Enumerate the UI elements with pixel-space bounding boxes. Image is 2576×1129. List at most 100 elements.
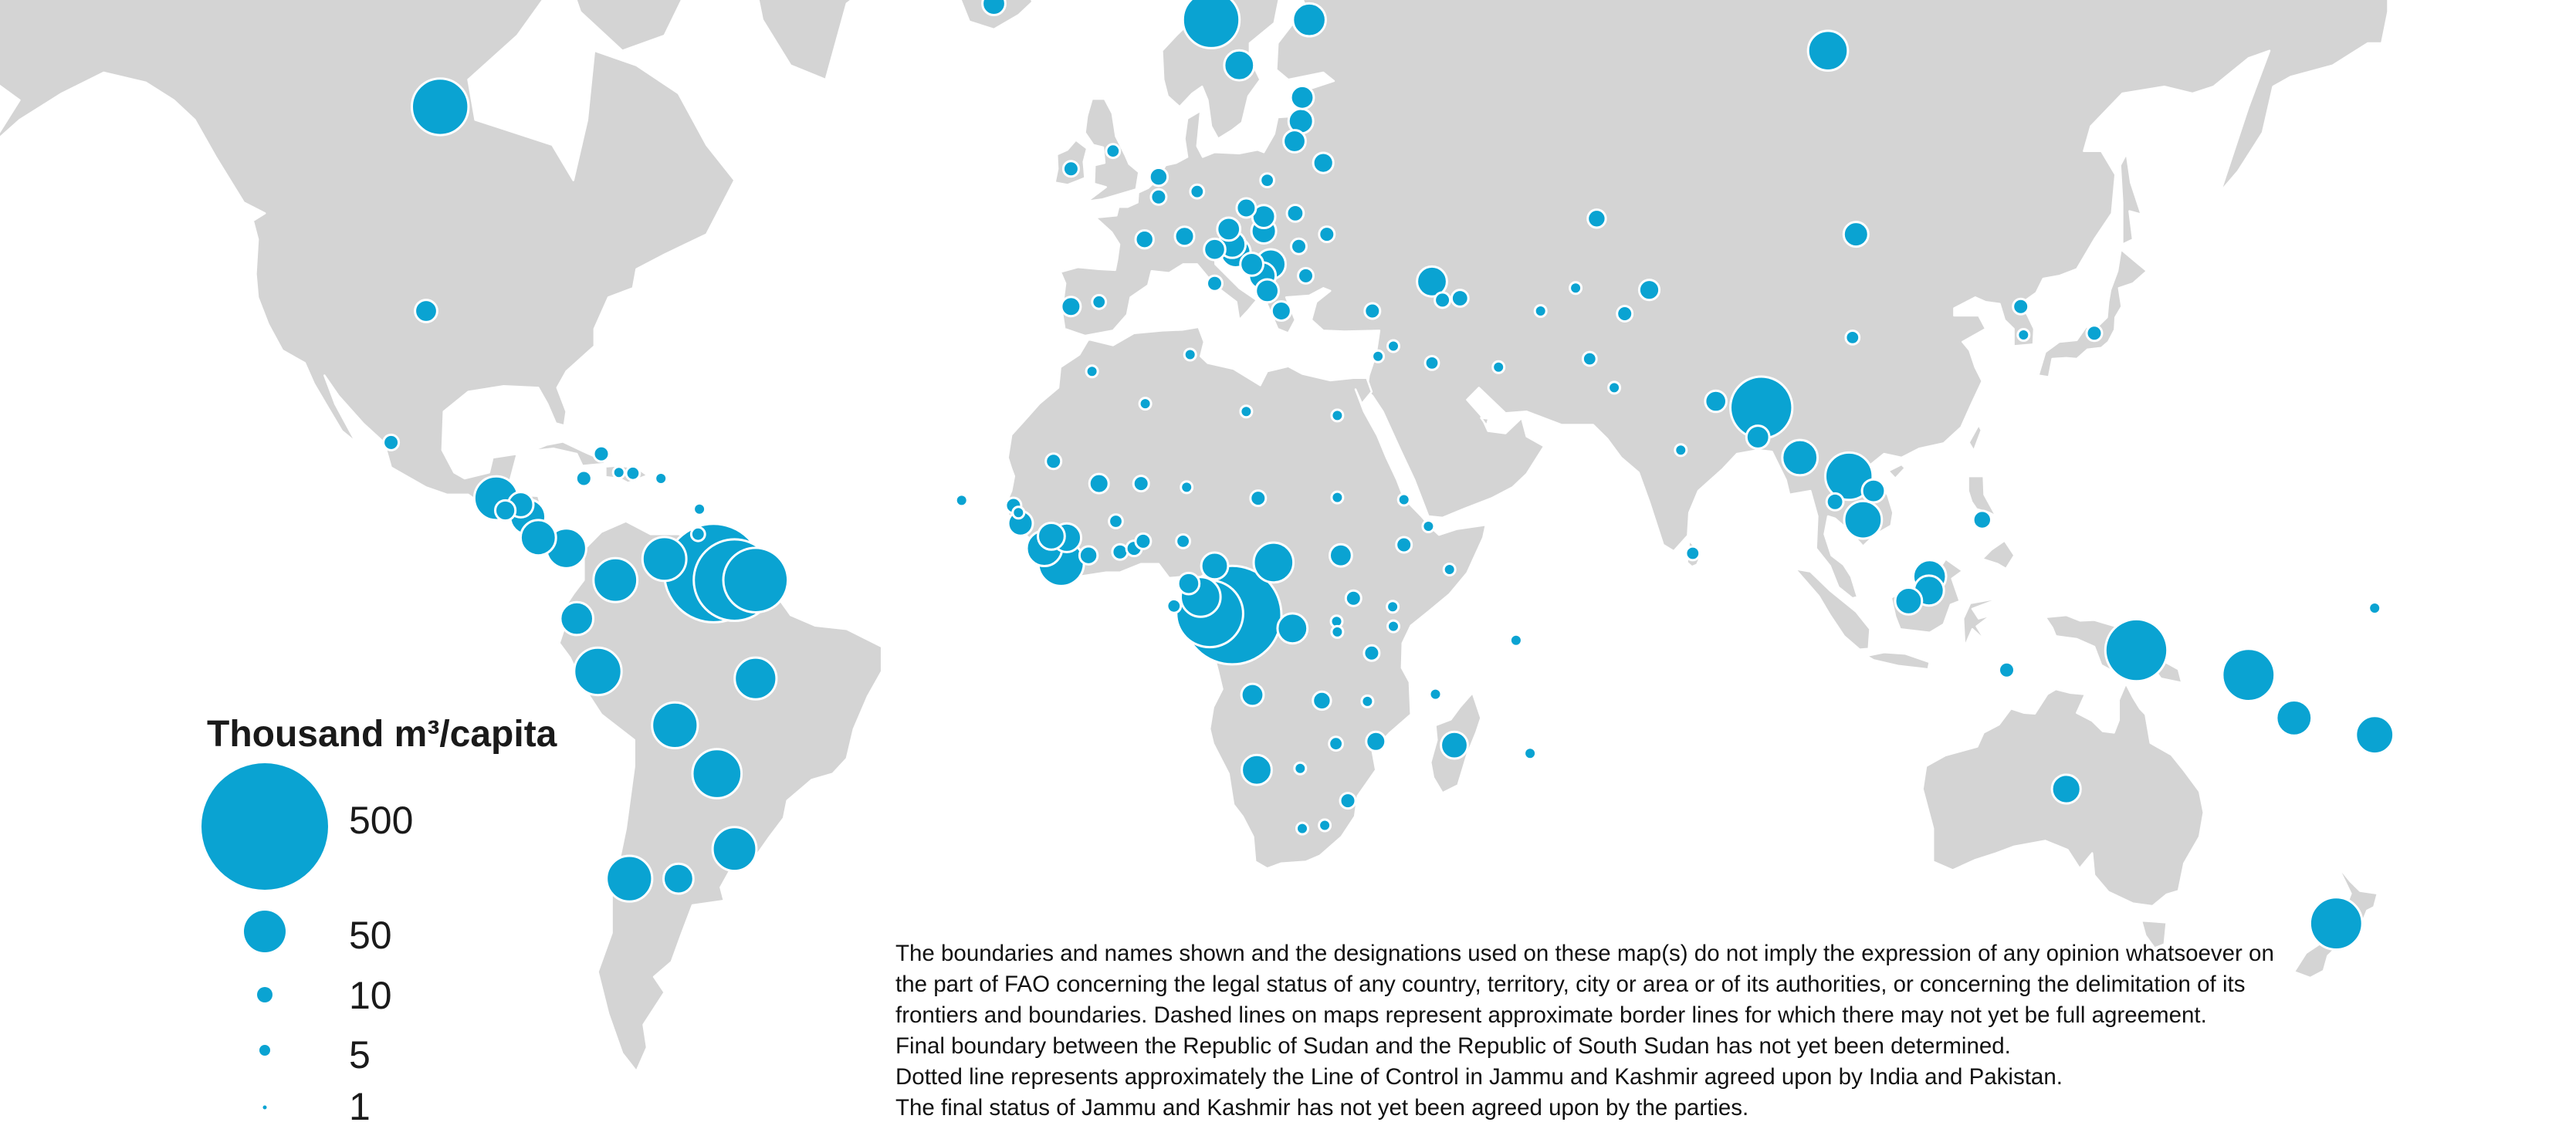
data-bubble — [573, 646, 623, 697]
landmass-java — [1865, 651, 1931, 671]
data-bubble — [1318, 818, 1332, 833]
data-bubble — [1423, 355, 1440, 371]
data-bubble — [519, 519, 557, 557]
data-bubble — [2368, 601, 2382, 615]
data-bubble — [1037, 522, 1066, 551]
data-bubble — [1825, 492, 1845, 512]
data-bubble — [1259, 172, 1275, 189]
data-bubble — [1523, 746, 1538, 761]
data-bubble — [954, 493, 969, 508]
data-bubble — [981, 0, 1007, 16]
data-bubble — [1674, 443, 1688, 458]
data-bubble — [1254, 278, 1280, 304]
data-bubble — [1781, 438, 1819, 477]
data-bubble — [1329, 543, 1353, 568]
data-bubble — [1091, 293, 1108, 310]
data-bubble — [1291, 2, 1327, 38]
data-bubble — [1312, 690, 1332, 712]
disclaimer-text: The boundaries and names shown and the d… — [895, 938, 2532, 1124]
data-bubble — [1105, 143, 1122, 160]
data-bubble — [1569, 281, 1583, 296]
data-bubble — [2050, 773, 2082, 805]
data-bubble — [1132, 475, 1150, 493]
legend-label-500: 500 — [349, 799, 414, 842]
legend-label-10: 10 — [349, 974, 392, 1017]
data-bubble — [1239, 252, 1264, 277]
data-bubble — [1312, 151, 1335, 174]
data-bubble — [1175, 533, 1191, 549]
legend-bubble-500 — [201, 763, 328, 890]
data-bubble — [2085, 324, 2104, 343]
land-layer — [0, 0, 2389, 1073]
data-bubble — [651, 701, 699, 750]
data-bubble — [1108, 513, 1124, 529]
data-bubble — [2354, 715, 2395, 755]
data-bubble — [1134, 532, 1153, 550]
data-bubble — [1241, 753, 1273, 786]
legend-title: Thousand m³/capita — [207, 714, 557, 755]
data-bubble — [641, 536, 688, 583]
data-bubble — [1290, 237, 1308, 255]
data-bubble — [2104, 617, 2169, 683]
data-bubble — [1434, 291, 1452, 309]
data-bubble — [494, 499, 517, 522]
data-bubble — [1396, 492, 1411, 507]
data-bubble — [1138, 397, 1153, 411]
data-bubble — [574, 469, 593, 488]
data-bubble — [722, 546, 790, 614]
data-bubble — [1181, 0, 1241, 49]
data-bubble — [411, 77, 470, 137]
data-bubble — [1344, 589, 1362, 607]
disclaimer-line: frontiers and boundaries. Dashed lines o… — [895, 1002, 2207, 1028]
data-bubble — [1293, 761, 1308, 776]
data-bubble — [1616, 305, 1634, 323]
data-bubble — [1491, 360, 1506, 374]
data-bubble — [592, 445, 611, 463]
bubble-layer — [382, 0, 2395, 951]
legend-label-1: 1 — [349, 1085, 371, 1128]
data-bubble — [1363, 302, 1382, 320]
data-bubble — [559, 600, 595, 637]
landmass-sulawesi — [1962, 597, 2003, 648]
data-bubble — [1440, 730, 1469, 760]
disclaimer-line: the part of FAO concerning the legal sta… — [895, 972, 2246, 997]
landmass-mindanao — [1981, 539, 2016, 570]
data-bubble — [1637, 279, 1661, 302]
data-bubble — [1386, 619, 1400, 634]
data-bubble — [1998, 661, 2016, 679]
data-bubble — [1282, 129, 1307, 154]
data-bubble — [1235, 197, 1258, 219]
landmass-baffin-island — [575, 0, 683, 52]
data-bubble — [1088, 472, 1110, 495]
data-bubble — [662, 862, 695, 895]
data-bubble — [711, 826, 758, 873]
data-bubble — [1421, 519, 1436, 533]
landmass-sakhalin — [2119, 152, 2143, 245]
data-bubble — [1252, 541, 1295, 584]
data-bubble — [1860, 478, 1887, 504]
data-bubble — [1249, 489, 1268, 508]
data-bubble — [1270, 300, 1292, 322]
data-bubble — [625, 465, 641, 482]
data-bubble — [1176, 571, 1201, 596]
data-bubble — [1395, 536, 1413, 554]
data-bubble — [1704, 389, 1728, 414]
data-bubble — [1330, 490, 1345, 505]
data-bubble — [1173, 225, 1196, 248]
data-bubble — [1581, 350, 1598, 367]
data-bubble — [1206, 274, 1224, 292]
data-bubble — [1360, 694, 1375, 708]
disclaimer-line: The final status of Jammu and Kashmir ha… — [895, 1095, 1749, 1121]
data-bubble — [1450, 289, 1470, 308]
data-bubble — [1508, 633, 1523, 647]
data-bubble — [1330, 408, 1345, 423]
data-bubble — [692, 502, 707, 516]
data-bubble — [1533, 304, 1548, 318]
disclaimer-line: Final boundary between the Republic of S… — [895, 1033, 2011, 1059]
data-bubble — [1060, 296, 1082, 318]
data-bubble — [1239, 404, 1254, 419]
legend-label-5: 5 — [349, 1033, 371, 1077]
data-bubble — [1362, 644, 1381, 662]
data-bubble — [1972, 509, 1993, 530]
